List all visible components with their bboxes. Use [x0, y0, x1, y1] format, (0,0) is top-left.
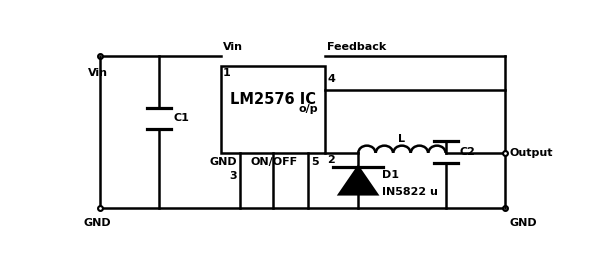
- Text: 2: 2: [327, 155, 335, 165]
- Text: L: L: [398, 134, 406, 144]
- Text: IN5822 u: IN5822 u: [382, 187, 437, 197]
- Text: 5: 5: [311, 157, 318, 167]
- Text: 3: 3: [230, 171, 237, 181]
- Text: o/p: o/p: [299, 103, 318, 113]
- Text: C1: C1: [174, 113, 189, 123]
- Text: GND: GND: [510, 218, 537, 228]
- Text: Output: Output: [510, 148, 553, 158]
- Text: Feedback: Feedback: [327, 42, 387, 52]
- Text: D1: D1: [382, 170, 399, 180]
- Text: 4: 4: [327, 74, 335, 84]
- Text: Vin: Vin: [88, 68, 108, 78]
- Bar: [221, 66, 325, 153]
- Polygon shape: [339, 167, 377, 194]
- Text: C2: C2: [460, 147, 476, 157]
- Text: LM2576 IC: LM2576 IC: [230, 92, 316, 107]
- Text: GND: GND: [210, 157, 237, 167]
- Text: Vin: Vin: [223, 42, 243, 52]
- Text: 1: 1: [223, 68, 231, 78]
- Text: ON/OFF: ON/OFF: [251, 157, 298, 167]
- Text: GND: GND: [84, 218, 111, 228]
